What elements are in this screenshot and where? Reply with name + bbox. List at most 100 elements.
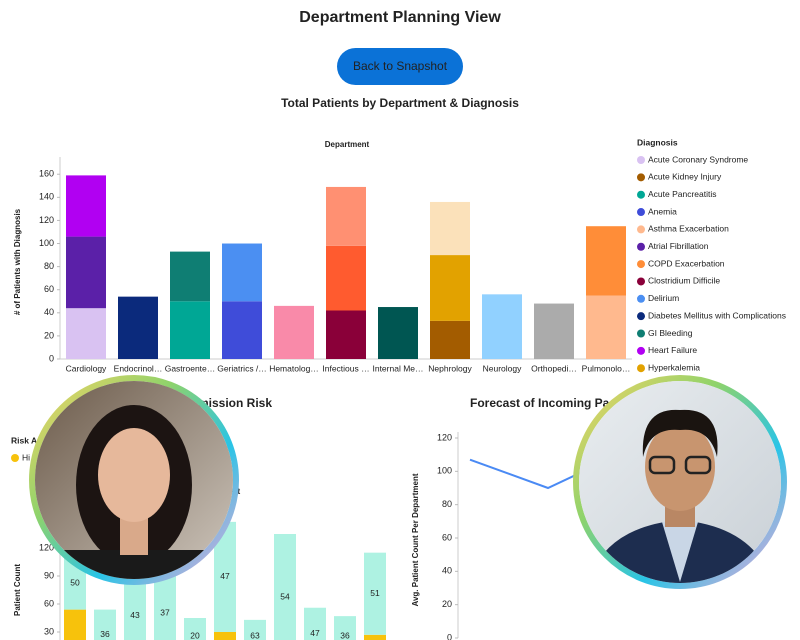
x-tick-label: Pulmonolo…: [582, 363, 631, 373]
page-title: Department Planning View: [299, 9, 501, 26]
bar-segment: [326, 186, 366, 246]
chart-title: Forecast of Incoming Pa: [470, 396, 610, 410]
bar-label: 47: [220, 571, 230, 581]
bar-label: 36: [340, 630, 350, 640]
chart-title: Total Patients by Department & Diagnosis: [281, 96, 519, 110]
bar-label: 54: [280, 591, 290, 601]
bar-segment: [66, 175, 106, 237]
button-bg[interactable]: [337, 48, 463, 85]
legend-marker: [637, 208, 645, 217]
avatar-ring: [573, 375, 787, 589]
x-tick-label: Infectious …: [322, 363, 369, 373]
bar-segment: [586, 226, 626, 296]
y-tick-label: 100: [39, 238, 54, 248]
bar-segment: [222, 243, 262, 302]
y-tick-label: 90: [44, 570, 54, 580]
bar-segment: [66, 236, 106, 309]
bar-segment: [430, 255, 470, 321]
bar-segment: [118, 296, 158, 359]
legend-title: Risk A: [11, 435, 37, 445]
legend-label: Heart Failure: [648, 345, 697, 355]
x-tick-label: Hematolog…: [269, 363, 319, 373]
y-tick-label: 160: [39, 169, 54, 179]
button-label[interactable]: Back to Snapshot: [353, 59, 448, 73]
y-axis-label: # of Patients with Diagnosis: [13, 208, 22, 315]
face: [645, 423, 715, 511]
y-axis-label: Avg. Patient Count Per Department: [411, 473, 420, 606]
bar-segment: [184, 618, 206, 640]
bar-segment: [274, 534, 296, 640]
bar-segment: [64, 557, 86, 610]
y-tick-label: 20: [44, 330, 54, 340]
bar-label: 43: [130, 610, 140, 620]
bar-label: 37: [160, 608, 170, 618]
legend-label: GI Bleeding: [648, 328, 693, 338]
y-tick-label: 30: [44, 626, 54, 636]
bar-label: 20: [190, 630, 200, 640]
bar-segment: [378, 307, 418, 359]
y-tick-label: 120: [39, 542, 54, 552]
bar-segment: [534, 303, 574, 359]
chart-title: mission Risk: [198, 396, 272, 410]
bar-segment: [326, 245, 366, 311]
y-tick-label: 40: [44, 307, 54, 317]
y-tick-label: 40: [442, 566, 452, 576]
legend-marker: [637, 173, 645, 182]
legend-title: Diagnosis: [637, 137, 678, 147]
x-tick-label: Nephrology: [428, 363, 472, 373]
legend-marker: [637, 190, 645, 199]
legend-label: Atrial Fibrillation: [648, 241, 709, 251]
x-tick-label: Orthopedi…: [531, 363, 577, 373]
x-tick-label: Neurology: [483, 363, 522, 373]
x-tick-label: Cardiology: [66, 363, 107, 373]
bar-segment: [364, 634, 386, 640]
legend-label: COPD Exacerbation: [648, 258, 725, 268]
back-button[interactable]: Back to Snapshot: [337, 48, 463, 85]
legend-marker: [637, 312, 645, 321]
bar-segment: [154, 566, 176, 640]
bar-segment: [482, 294, 522, 359]
legend-label: Acute Coronary Syndrome: [648, 154, 748, 164]
bar-segment: [586, 295, 626, 359]
y-axis-label: Patient Count: [13, 564, 22, 616]
shirt: [662, 522, 698, 582]
bar-segment: [170, 251, 210, 302]
x-header: Department: [325, 140, 370, 149]
x-tick-label: Geriatrics /…: [217, 363, 267, 373]
bar-segment: [326, 310, 366, 359]
legend-label: Delirium: [648, 293, 679, 303]
legend-label: Acute Kidney Injury: [648, 172, 722, 182]
bar-segment: [222, 301, 262, 359]
legend-marker: [637, 364, 645, 373]
legend-label: Anemia: [648, 206, 677, 216]
bar-segment: [244, 619, 266, 640]
avatar-ring: [29, 375, 239, 585]
bar-segment: [124, 571, 146, 640]
legend-label: Clostridium Difficile: [648, 276, 720, 286]
bar-label: 51: [370, 588, 380, 598]
avatar-photo: [35, 381, 233, 579]
glasses-left: [648, 455, 676, 475]
bar-segment: [94, 609, 116, 640]
legend-marker: [637, 242, 645, 251]
y-tick-label: 60: [442, 532, 452, 542]
legend-label: Acute Pancreatitis: [648, 189, 717, 199]
bar-label: 47: [310, 628, 320, 638]
legend-label: Diabetes Mellitus with Complications: [648, 310, 786, 320]
legend-label: Hyperkalemia: [648, 362, 700, 372]
bar-segment: [430, 201, 470, 256]
legend-marker: [637, 260, 645, 269]
legend-marker: [637, 277, 645, 286]
participant-avatar: [29, 375, 239, 585]
legend-label: Hi: [22, 452, 30, 462]
bar-segment: [430, 320, 470, 359]
bar-segment: [214, 521, 236, 632]
y-tick-label: 80: [442, 499, 452, 509]
legend-marker: [637, 225, 645, 234]
legend-marker: [637, 329, 645, 338]
y-tick-label: 100: [437, 466, 452, 476]
bar-segment: [274, 305, 314, 359]
bar-label: 36: [100, 629, 110, 639]
